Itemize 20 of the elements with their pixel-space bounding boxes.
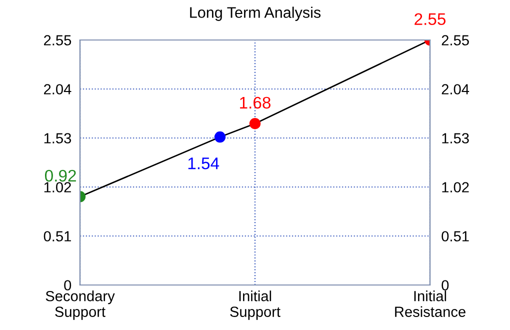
- y-tick-label: 2.55: [44, 35, 72, 46]
- y2-tick-label: 1.02: [442, 182, 469, 192]
- x-tick-label: Initial Support: [230, 290, 280, 320]
- y2-tick-label: 2.04: [442, 84, 470, 94]
- data-label: 0.92: [44, 170, 76, 182]
- chart-title: Long Term Analysis: [190, 6, 321, 21]
- y2-tick-label: 1.53: [442, 133, 469, 144]
- data-label: 1.68: [240, 96, 270, 109]
- x-tick-label: Secondary Support: [46, 290, 115, 320]
- x-tick-label: Initial Resistance: [395, 290, 466, 317]
- y-tick-label: 0: [64, 280, 72, 290]
- y2-tick-label: 0.51: [442, 231, 469, 242]
- y-tick-label: 1.53: [44, 133, 72, 144]
- y2-tick-label: 2.55: [442, 35, 469, 46]
- data-label: 2.55: [414, 13, 446, 26]
- y2-tick-label: 0: [442, 280, 449, 290]
- y-tick-label: 2.04: [44, 84, 72, 94]
- y-tick-label: 0.51: [44, 231, 71, 242]
- data-label: 1.54: [188, 158, 220, 170]
- y-tick-label: 1.02: [44, 182, 71, 192]
